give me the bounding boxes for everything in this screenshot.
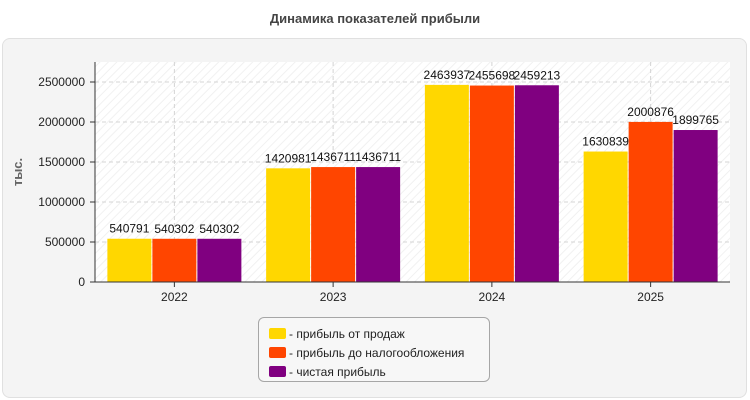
y-tick-label: 1000000 xyxy=(38,195,85,209)
bars xyxy=(107,84,718,282)
legend-label-pretax: - прибыль до налогообложения xyxy=(289,345,465,360)
bar[interactable] xyxy=(583,151,628,282)
bar[interactable] xyxy=(107,238,152,282)
legend-item-sales[interactable]: - прибыль от продаж xyxy=(269,324,489,343)
bar-value-label: 540302 xyxy=(199,222,239,236)
legend-swatch-sales xyxy=(269,328,286,339)
x-tick-label: 2025 xyxy=(637,290,664,304)
legend-item-net[interactable]: - чистая прибыль xyxy=(269,362,489,381)
x-tick-label: 2022 xyxy=(161,290,188,304)
bar-value-label: 1436711 xyxy=(355,150,401,164)
bar[interactable] xyxy=(197,238,242,282)
y-tick-label: 2500000 xyxy=(38,75,85,89)
legend-swatch-pretax xyxy=(269,347,286,358)
bar[interactable] xyxy=(356,167,401,282)
x-tick-label: 2024 xyxy=(479,290,506,304)
bar[interactable] xyxy=(673,130,718,282)
bar[interactable] xyxy=(514,85,559,282)
bar-value-label: 540791 xyxy=(109,222,149,236)
y-tick-label: 500000 xyxy=(45,235,85,249)
legend-label-net: - чистая прибыль xyxy=(289,364,386,379)
y-axis-label: тыс. xyxy=(10,158,25,186)
bar-value-label: 2459213 xyxy=(514,68,561,82)
bar[interactable] xyxy=(469,85,514,282)
bar[interactable] xyxy=(424,84,469,282)
bar-value-label: 2000876 xyxy=(627,105,674,119)
bar-value-label: 2463937 xyxy=(424,68,471,82)
bar-value-label: 1436711 xyxy=(310,150,356,164)
bar[interactable] xyxy=(628,121,673,282)
bar[interactable] xyxy=(266,168,311,282)
bar[interactable] xyxy=(311,167,356,282)
y-tick-label: 1500000 xyxy=(38,155,85,169)
legend-item-pretax[interactable]: - прибыль до налогообложения xyxy=(269,343,489,362)
data-labels: 540791 1420981 2463937 1630839 540302 1436711… xyxy=(109,68,719,236)
bar-value-label: 540302 xyxy=(154,222,194,236)
bar-value-label: 1420981 xyxy=(265,151,312,165)
legend: - прибыль от продаж - прибыль до налогоо… xyxy=(258,317,490,382)
bar-value-label: 2455698 xyxy=(469,69,516,83)
bar-value-label: 1630839 xyxy=(582,135,629,149)
legend-swatch-net xyxy=(269,366,286,377)
x-tick-label: 2023 xyxy=(320,290,347,304)
legend-label-sales: - прибыль от продаж xyxy=(289,326,405,341)
y-tick-label: 0 xyxy=(78,275,85,289)
bar-value-label: 1899765 xyxy=(672,113,719,127)
axes: 0 500000 1000000 1500000 2000000 2500000 2022 2… xyxy=(38,62,730,304)
y-tick-label: 2000000 xyxy=(38,115,85,129)
bar[interactable] xyxy=(152,238,197,282)
chart-title: Динамика показателей прибыли xyxy=(269,11,481,26)
